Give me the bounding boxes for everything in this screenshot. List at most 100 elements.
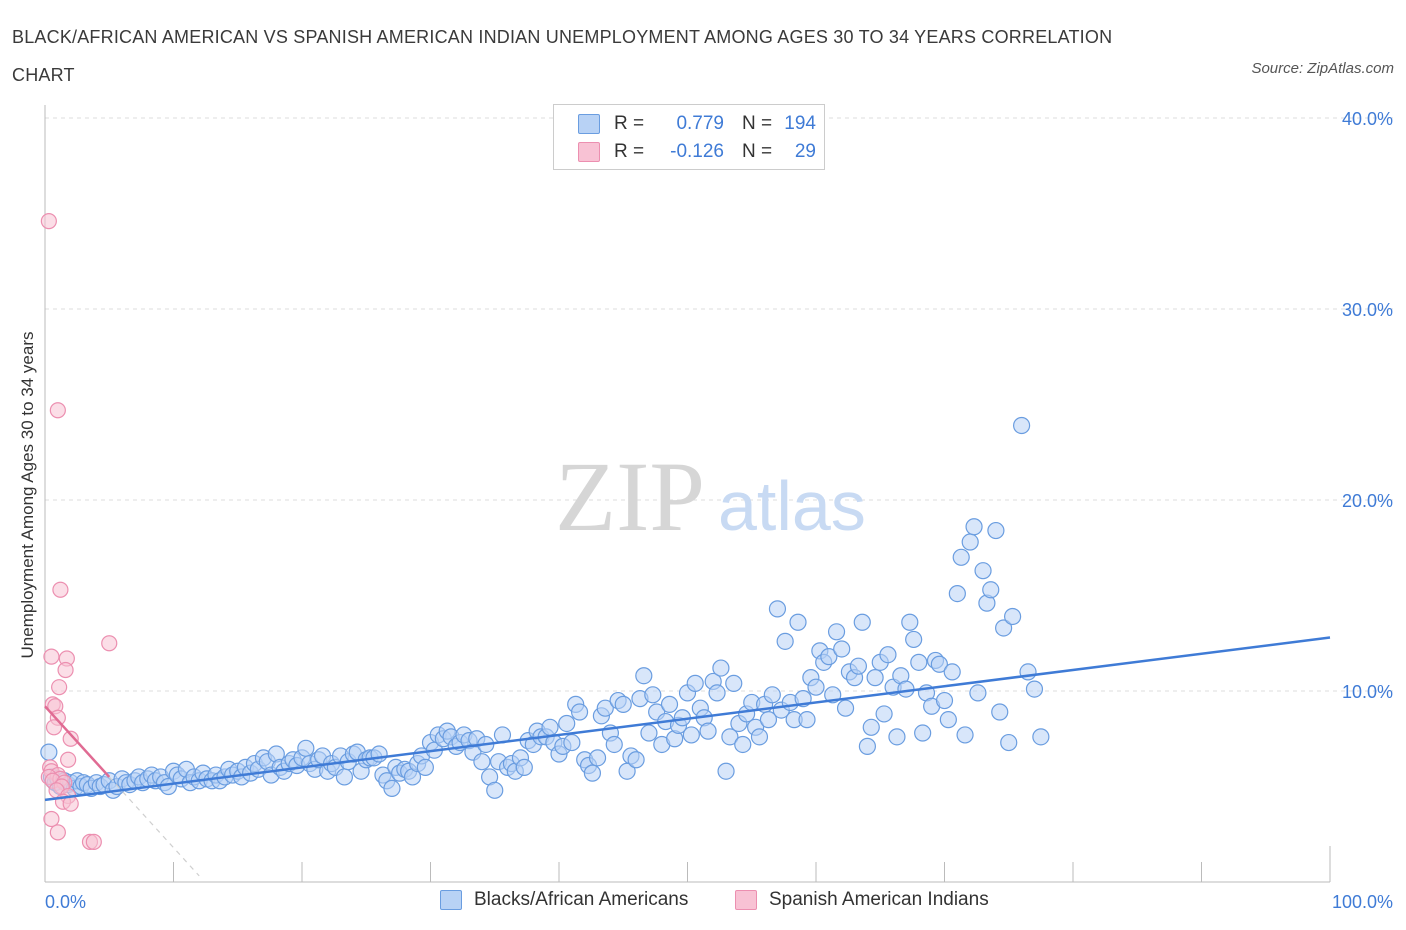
legend-row-blacks: R = 0.779 N = 194 — [578, 111, 816, 137]
data-point-spanish — [60, 751, 77, 768]
data-point-blacks — [686, 674, 704, 692]
chart-title: BLACK/AFRICAN AMERICAN VS SPANISH AMERIC… — [12, 27, 1113, 85]
legend-n-label: N = — [742, 113, 773, 134]
watermark-zip: ZIP — [555, 441, 705, 552]
data-point-blacks — [563, 733, 581, 752]
data-point-blacks — [570, 703, 589, 721]
data-point-blacks — [875, 705, 893, 723]
data-point-blacks — [1025, 680, 1044, 698]
data-point-blacks — [789, 613, 807, 631]
data-point-blacks — [974, 562, 992, 580]
data-point-blacks — [914, 724, 932, 742]
data-point-spanish — [57, 661, 74, 679]
legend-r-value: 0.779 — [676, 113, 724, 134]
data-point-blacks — [798, 711, 816, 729]
data-point-spanish — [51, 679, 68, 696]
data-point-blacks — [768, 600, 787, 618]
data-point-blacks — [614, 695, 632, 713]
data-point-blacks — [987, 521, 1005, 540]
legend-swatch-blue — [578, 114, 600, 134]
data-point-blacks — [991, 703, 1009, 721]
legend-r-label: R = — [614, 141, 645, 162]
legend-n-label: N = — [742, 141, 773, 162]
legend-r-label: R = — [614, 113, 645, 134]
data-point-spanish — [49, 402, 66, 419]
data-point-blacks — [948, 584, 966, 603]
data-point-blacks — [836, 699, 855, 717]
data-point-blacks — [734, 735, 752, 754]
data-point-blacks — [849, 657, 868, 675]
data-point-blacks — [952, 548, 970, 566]
data-point-blacks — [862, 718, 880, 736]
data-point-spanish — [101, 635, 118, 652]
trend-line-spanish — [44, 705, 111, 778]
data-point-blacks — [858, 737, 877, 755]
data-point-blacks — [982, 581, 1000, 599]
legend-row-spanish: R = -0.126 N = 29 — [578, 139, 816, 165]
data-point-blacks — [708, 684, 726, 702]
data-point-blacks — [627, 751, 645, 769]
data-point-blacks — [901, 613, 919, 631]
data-point-blacks — [807, 678, 825, 696]
y-axis-label: Unemployment Among Ages 30 to 34 years — [18, 332, 37, 659]
tick-labels: 10.0% 20.0% 30.0% 40.0% 0.0% 100.0% — [45, 109, 1393, 912]
trend-lines — [44, 636, 1331, 877]
data-point-blacks — [853, 613, 871, 631]
data-point-blacks — [905, 630, 923, 649]
legend-n-value: 194 — [784, 113, 816, 134]
data-point-blacks — [969, 684, 987, 702]
data-point-blacks — [759, 711, 778, 729]
data-point-blacks — [943, 663, 961, 681]
series-spanish-american-indians — [40, 213, 118, 850]
y-tick-label: 10.0% — [1342, 682, 1393, 702]
data-point-blacks — [1004, 607, 1022, 626]
source-label: Source: ZipAtlas.com — [1251, 60, 1394, 77]
data-point-spanish — [62, 730, 79, 747]
data-point-blacks — [712, 659, 730, 677]
data-point-blacks — [682, 726, 700, 744]
data-point-blacks — [416, 758, 434, 777]
trend-extension-spanish — [108, 776, 200, 877]
data-point-blacks — [40, 743, 58, 761]
data-point-blacks — [473, 753, 491, 771]
data-point-blacks — [961, 533, 979, 551]
data-point-blacks — [776, 632, 794, 650]
data-point-blacks — [640, 724, 658, 742]
data-point-blacks — [370, 745, 388, 763]
data-point-blacks — [725, 674, 743, 692]
data-point-blacks — [486, 781, 504, 799]
data-point-blacks — [717, 762, 735, 780]
data-point-blacks — [635, 667, 653, 685]
bottom-legend-blacks: Blacks/African Americans — [440, 889, 688, 911]
data-point-spanish — [52, 581, 69, 598]
data-point-blacks — [820, 648, 838, 666]
data-point-blacks — [660, 695, 679, 713]
bottom-legend-swatch-blue — [440, 890, 462, 910]
x-tick-label: 100.0% — [1332, 892, 1393, 912]
data-point-blacks — [935, 691, 954, 710]
bottom-legend-label: Spanish American Indians — [769, 889, 989, 910]
data-point-blacks — [995, 619, 1013, 637]
bottom-legend-label: Blacks/African Americans — [474, 889, 689, 910]
bottom-legend: Blacks/African Americans Spanish America… — [0, 889, 1406, 915]
data-point-blacks — [1000, 733, 1018, 752]
data-point-blacks — [1032, 728, 1050, 746]
data-point-spanish — [40, 213, 57, 230]
data-point-blacks — [956, 726, 974, 744]
data-point-blacks — [515, 758, 533, 777]
data-point-spanish — [45, 719, 63, 736]
data-point-blacks — [721, 728, 739, 746]
data-point-blacks — [699, 722, 717, 740]
legend-swatch-pink — [578, 142, 600, 162]
data-point-blacks — [596, 699, 614, 717]
data-point-spanish — [43, 810, 60, 828]
data-point-blacks — [558, 714, 576, 733]
data-point-blacks — [1012, 416, 1031, 435]
data-point-blacks — [750, 728, 769, 746]
data-point-blacks — [644, 686, 662, 704]
data-point-blacks — [939, 711, 957, 729]
watermark: ZIP atlas — [555, 441, 866, 552]
data-point-spanish — [49, 824, 66, 841]
data-point-blacks — [827, 623, 846, 641]
